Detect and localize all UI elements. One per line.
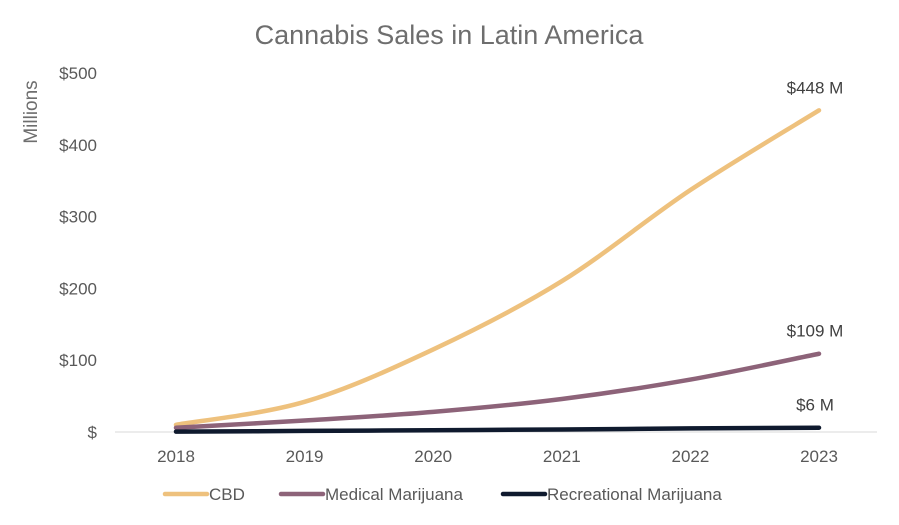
data-label: $6 M — [796, 396, 834, 415]
legend: CBD Medical Marijuana Recreational Marijua… — [162, 485, 722, 504]
legend-label: Recreational Marijuana — [547, 485, 722, 504]
x-tick-label: 2020 — [414, 447, 452, 466]
series-line-0 — [173, 108, 822, 428]
series-line-2 — [173, 425, 822, 434]
y-tick-label: $400 — [59, 136, 97, 155]
series-line-1 — [173, 351, 822, 430]
y-tick-label: $500 — [59, 64, 97, 83]
y-tick-label: $ — [88, 423, 98, 442]
x-tick-label: 2022 — [671, 447, 709, 466]
y-tick-label: $300 — [59, 208, 97, 227]
data-labels: $448 M $109 M $6 M — [787, 78, 844, 414]
legend-label: CBD — [209, 485, 245, 504]
x-tick-label: 2023 — [800, 447, 838, 466]
x-tick-label: 2018 — [157, 447, 195, 466]
chart-title: Cannabis Sales in Latin America — [255, 20, 645, 50]
y-tick-label: $100 — [59, 351, 97, 370]
y-axis-label: Millions — [21, 80, 42, 143]
x-tick-label: 2019 — [286, 447, 324, 466]
legend-label: Medical Marijuana — [325, 485, 463, 504]
y-tick-label: $200 — [59, 279, 97, 298]
y-axis-ticks: $ $100 $200 $300 $400 $500 — [59, 64, 97, 442]
data-label: $109 M — [787, 322, 844, 341]
x-axis-ticks: 2018 2019 2020 2021 2022 2023 — [157, 447, 838, 466]
data-label: $448 M — [787, 78, 844, 97]
series-lines — [173, 108, 822, 434]
x-tick-label: 2021 — [543, 447, 581, 466]
